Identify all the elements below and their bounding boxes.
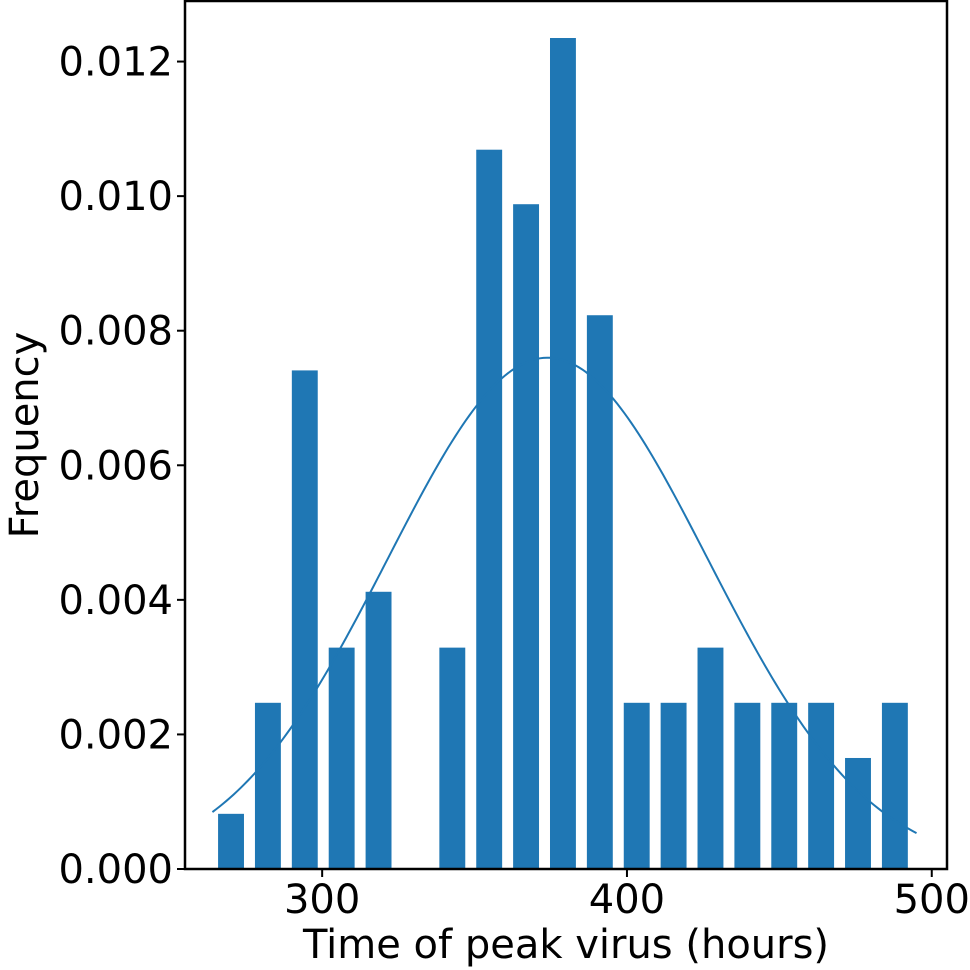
histogram-bar	[549, 38, 576, 869]
x-axis-ticks: 300 400 500	[284, 869, 970, 923]
histogram-bar	[291, 370, 318, 869]
histogram-bar	[734, 702, 761, 869]
density-curve	[211, 356, 917, 834]
y-tick-label: 0.000	[58, 847, 173, 893]
bars-group	[218, 38, 908, 870]
histogram-bar	[254, 702, 281, 869]
histogram-bar	[697, 647, 724, 869]
histogram-bar	[365, 591, 392, 869]
plot-frame	[183, 0, 949, 871]
histogram-bar	[623, 702, 650, 869]
histogram-bar	[476, 149, 503, 870]
histogram-bar	[586, 315, 613, 869]
x-tick-label: 500	[894, 877, 970, 923]
y-tick-label: 0.008	[58, 309, 173, 355]
y-tick-label: 0.004	[58, 578, 173, 624]
histogram-bar	[771, 702, 798, 869]
histogram-bar	[218, 813, 244, 869]
histogram-bar	[439, 647, 466, 869]
x-axis-label: Time of peak virus (hours)	[302, 922, 829, 968]
y-axis-label: Frequency	[2, 332, 48, 539]
histogram-bar	[845, 757, 871, 869]
y-axis-ticks: 0.000 0.002 0.004 0.006 0.008 0.010 0.012	[58, 40, 185, 893]
y-tick-label: 0.010	[58, 174, 173, 220]
x-tick-label: 400	[589, 877, 665, 923]
y-tick-label: 0.002	[58, 712, 173, 758]
x-tick-label: 300	[284, 877, 360, 923]
y-tick-label: 0.006	[58, 443, 173, 489]
histogram-bar	[881, 702, 908, 869]
y-tick-label: 0.012	[58, 40, 173, 86]
histogram-bar	[513, 204, 540, 870]
histogram-bar	[660, 702, 687, 869]
histogram-bar	[328, 647, 355, 869]
histogram-bar	[808, 702, 835, 869]
